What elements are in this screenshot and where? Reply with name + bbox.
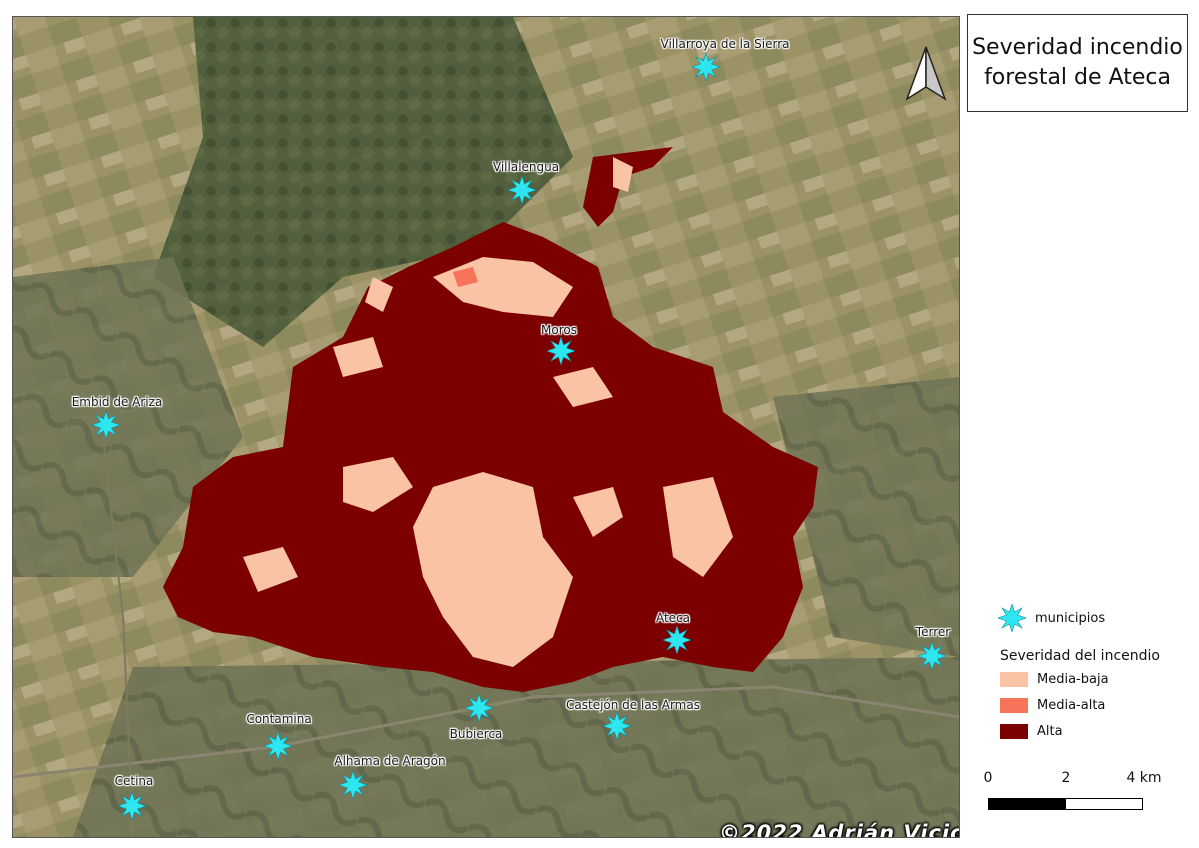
town-label-villarroya: Villarroya de la Sierra (660, 37, 790, 51)
legend-row-alta: Alta (1000, 724, 1063, 739)
burn-area-media-alta (453, 267, 478, 287)
burn-area-alta-north (583, 147, 673, 227)
municipio-marker-icon[interactable] (692, 53, 720, 81)
municipio-marker-icon (998, 604, 1026, 632)
valley-hills (73, 657, 959, 837)
legend-label-municipios: municipios (1035, 610, 1106, 626)
municipio-marker-icon[interactable] (508, 176, 536, 204)
map-title: Severidad incendio forestal de Ateca (967, 14, 1188, 112)
municipio-marker-icon[interactable] (264, 732, 292, 760)
town-label-terrer: Terrer (915, 625, 951, 639)
hills-area (13, 257, 243, 577)
town-label-alhama: Alhama de Aragón (334, 754, 446, 768)
town-label-embid: Embid de Ariza (71, 395, 163, 409)
municipio-marker-icon[interactable] (603, 712, 631, 740)
municipio-marker-icon[interactable] (339, 771, 367, 799)
legend-label-alta: Alta (1037, 724, 1063, 739)
legend-row-media-baja: Media-baja (1000, 672, 1109, 687)
scale-label-2: 2 (1061, 770, 1071, 786)
scale-label-4km: 4 km (1126, 770, 1162, 786)
legend-label-media-baja: Media-baja (1037, 672, 1109, 687)
scale-label-0: 0 (983, 770, 993, 786)
municipio-marker-icon[interactable] (663, 626, 691, 654)
town-label-ateca: Ateca (655, 611, 691, 625)
satellite-basemap (13, 17, 959, 837)
north-arrow-icon (905, 46, 947, 101)
municipio-marker-icon[interactable] (918, 642, 946, 670)
legend-row-media-alta: Media-alta (1000, 698, 1105, 713)
town-label-moros: Moros (541, 323, 577, 337)
town-label-cetina: Cetina (114, 774, 154, 788)
scale-bar: 0 2 4 km (984, 770, 1162, 818)
forest-area (153, 17, 573, 347)
town-label-castejon: Castejón de las Armas (566, 698, 700, 712)
municipio-marker-icon[interactable] (118, 792, 146, 820)
municipio-marker-icon[interactable] (547, 337, 575, 365)
map-title-line2: forestal de Ateca (984, 65, 1171, 90)
road-line (13, 685, 959, 779)
map-frame[interactable]: Villarroya de la Sierra Villalengua Moro… (12, 16, 960, 838)
scale-bar-graphic (988, 798, 1143, 810)
town-label-villalengua: Villalengua (492, 160, 560, 174)
burn-area-alta (163, 222, 818, 692)
town-label-contamina: Contamina (246, 712, 312, 726)
legend-swatch-alta (1000, 724, 1028, 739)
copyright-text: ©2022 Adrián Vicioso (719, 821, 959, 838)
town-label-bubierca: Bubierca (449, 727, 503, 741)
legend-swatch-media-baja (1000, 672, 1028, 687)
map-title-line1: Severidad incendio (972, 35, 1183, 60)
river-line (102, 436, 134, 837)
municipio-marker-icon[interactable] (92, 411, 120, 439)
hills-area-east (773, 377, 959, 657)
municipio-marker-icon[interactable] (465, 694, 493, 722)
legend-label-media-alta: Media-alta (1037, 698, 1106, 713)
legend-heading: Severidad del incendio (1000, 648, 1160, 664)
legend-swatch-media-alta (1000, 698, 1028, 713)
legend-row-municipios: municipios (998, 604, 1105, 632)
